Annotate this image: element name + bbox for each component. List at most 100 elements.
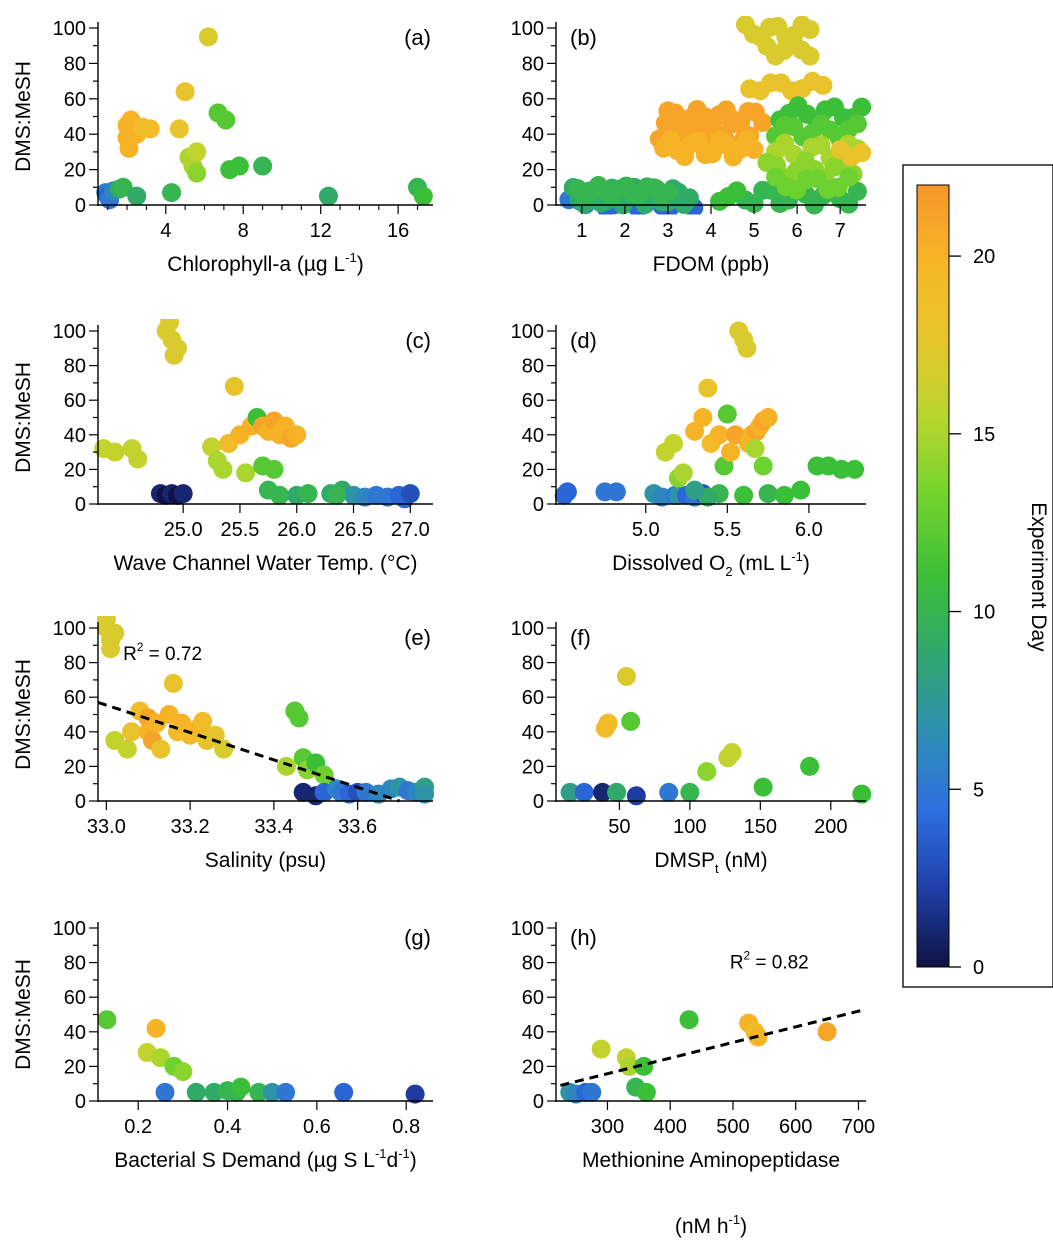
x-axis-label: Salinity (psu) (205, 849, 326, 872)
data-point (659, 782, 679, 802)
data-point (262, 1082, 282, 1102)
data-point (128, 449, 148, 469)
x-tick-label: 33.2 (171, 816, 210, 838)
y-tick-label: 20 (522, 160, 544, 182)
x-tick-label: 25.5 (220, 519, 259, 541)
data-point (205, 725, 225, 745)
x-tick-label: 6 (792, 220, 803, 242)
data-point (800, 20, 820, 40)
x-tick-label: 33.4 (254, 816, 293, 838)
data-point (800, 756, 820, 776)
data-point (634, 1056, 654, 1076)
x-tick-label: 33.6 (338, 816, 377, 838)
data-point (236, 463, 256, 483)
data-point (737, 338, 757, 358)
y-tick-label: 0 (75, 791, 86, 813)
panel-letter: (g) (404, 925, 431, 950)
x-tick-label: 500 (716, 1116, 749, 1138)
y-tick-label: 80 (522, 653, 544, 675)
y-tick-label: 80 (64, 953, 86, 975)
y-tick-label: 20 (522, 459, 544, 481)
panel-e: 0 20 40 60 80 100 33.0 33.2 33.4 33.6 (e) R2​ = 0.7… (12, 616, 435, 872)
r-squared: R2​ = 0.72 (123, 641, 202, 665)
data-point (560, 782, 580, 802)
panel-letter: (f) (570, 625, 591, 650)
y-tick-label: 20 (64, 160, 86, 182)
y-tick-label: 100 (511, 321, 544, 343)
data-point (734, 485, 754, 505)
y-tick-label: 60 (522, 987, 544, 1009)
data-point (314, 765, 334, 785)
y-tick-label: 20 (522, 756, 544, 778)
points (554, 321, 865, 507)
y-tick-label: 40 (522, 722, 544, 744)
x-tick-label: 300 (591, 1116, 624, 1138)
data-point (582, 1082, 602, 1102)
y-tick-label: 100 (511, 618, 544, 640)
data-point (122, 722, 141, 742)
y-tick-label: 20 (64, 756, 86, 778)
data-point (845, 459, 865, 479)
x-tick-label: 600 (779, 1116, 812, 1138)
panel-letter: (c) (405, 328, 431, 353)
y-tick-label: 80 (64, 53, 86, 75)
data-point (287, 425, 307, 445)
data-point (264, 459, 284, 479)
r-squared: R2​ = 0.82 (730, 950, 809, 974)
y-tick-label: 0 (533, 791, 544, 813)
data-point (326, 485, 346, 505)
data-point (744, 139, 764, 159)
x-tick-label: 0.2 (124, 1116, 152, 1138)
x-tick-label: 2 (619, 220, 630, 242)
data-point (852, 97, 872, 117)
data-point (163, 673, 183, 693)
y-axis-label: DMS:MeSH (12, 959, 35, 1070)
x-tick-label: 7 (835, 220, 846, 242)
x-axis-label: Methionine Aminopeptidase (582, 1149, 840, 1172)
colorbar-tick-label: 5 (973, 779, 984, 801)
x-tick-label: 5.0 (632, 519, 660, 541)
data-point (105, 623, 125, 643)
colorbar-label: Experiment Day (1027, 502, 1050, 652)
y-tick-label: 0 (533, 494, 544, 516)
points (560, 1010, 837, 1104)
data-point (160, 319, 180, 332)
data-point (289, 708, 309, 728)
y-tick-label: 80 (64, 653, 86, 675)
data-point (852, 143, 872, 163)
data-point (673, 463, 693, 483)
x-tick-label: 1 (576, 220, 587, 242)
panel-letter: (e) (404, 625, 431, 650)
colorbar-gradient (916, 184, 950, 968)
points (96, 616, 435, 806)
data-point (621, 711, 641, 731)
data-point (173, 1062, 193, 1082)
data-point (753, 456, 773, 476)
data-point (413, 186, 433, 206)
points (559, 16, 872, 215)
data-point (791, 480, 811, 500)
data-point (800, 46, 820, 66)
data-point (175, 82, 195, 102)
data-point (626, 786, 646, 806)
data-point (229, 156, 249, 176)
data-point (813, 75, 833, 95)
y-tick-label: 60 (64, 987, 86, 1009)
data-point (334, 1082, 354, 1102)
colorbar-ticks: 0 5 10 15 20 (949, 246, 995, 979)
data-point (717, 404, 737, 424)
y-tick-label: 80 (522, 356, 544, 378)
y-tick-label: 0 (75, 494, 86, 516)
data-point (97, 1010, 117, 1030)
data-point (811, 135, 831, 155)
y-tick-label: 100 (511, 18, 544, 40)
data-point (753, 113, 773, 133)
x-axis-label: DMSPt​ (nM) (654, 849, 767, 876)
y-tick-label: 40 (64, 425, 86, 447)
data-point (164, 345, 184, 365)
data-point (187, 142, 207, 162)
data-point (693, 408, 713, 427)
data-point (113, 177, 133, 197)
